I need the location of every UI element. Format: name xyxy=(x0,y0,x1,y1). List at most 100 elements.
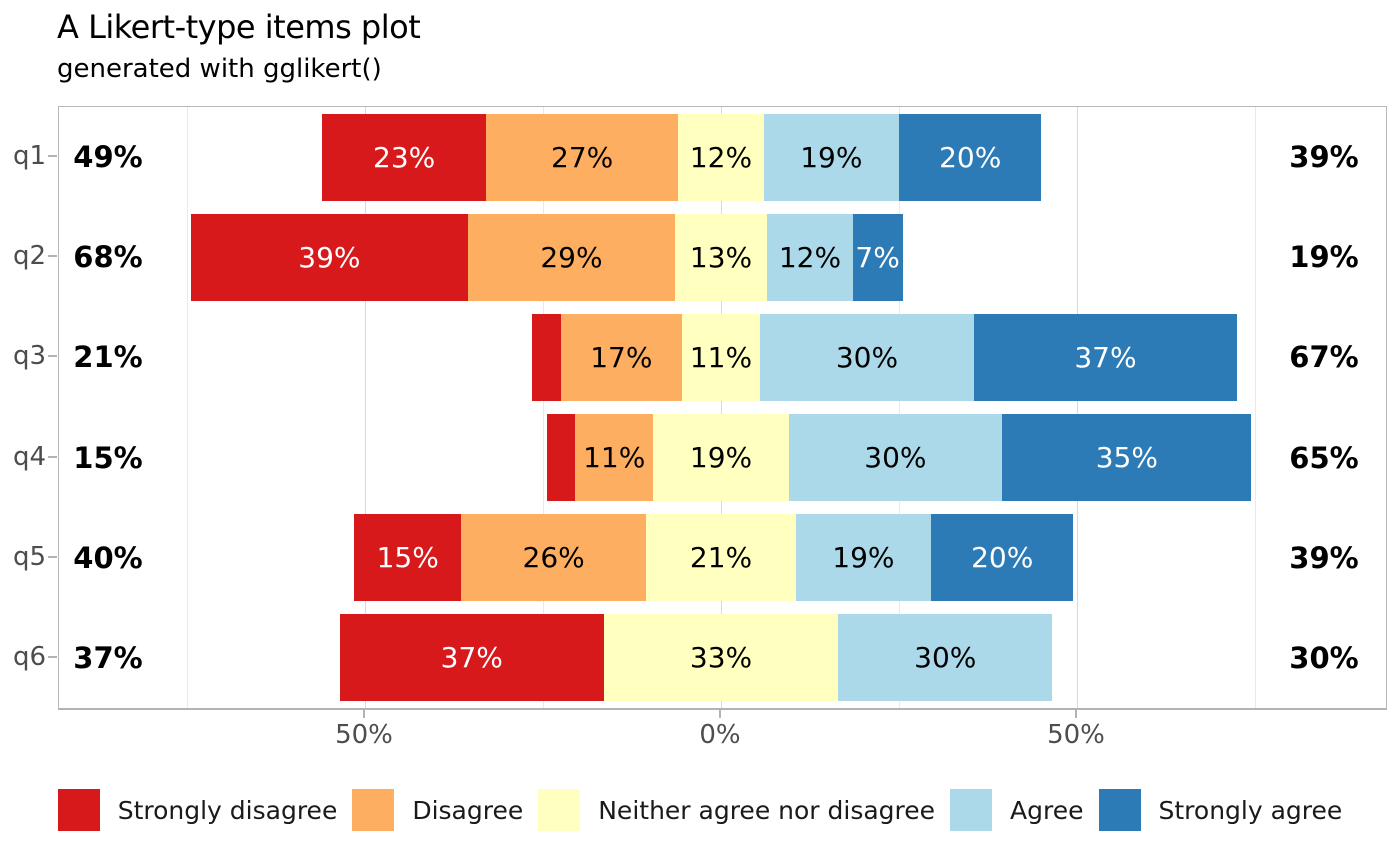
grid-minor-line xyxy=(187,107,188,708)
likert-row: 68% 19% 39% 29% 13% 12% 7% xyxy=(59,207,1386,307)
legend-key-swatch xyxy=(1098,789,1141,831)
bar-segment: 12% xyxy=(678,113,764,201)
grid-minor-line xyxy=(1255,107,1256,708)
bar-segment: 12% xyxy=(767,213,853,301)
bar-segment-label: 39% xyxy=(298,240,361,274)
bar-segment-label: 30% xyxy=(864,441,927,475)
bar-segment: 15% xyxy=(354,514,462,602)
grid-minor-line xyxy=(899,107,900,708)
bar-segment: 27% xyxy=(486,113,679,201)
x-axis-tick xyxy=(363,710,365,718)
bar-segment-label: 20% xyxy=(939,140,1002,174)
grid-major-line xyxy=(721,107,722,708)
left-total-label: 15% xyxy=(73,440,143,475)
bar-segment-label: 27% xyxy=(551,140,614,174)
legend-item-label: Strongly agree xyxy=(1158,795,1343,825)
bar-segment: 19% xyxy=(795,514,932,602)
bar-segment-label: 13% xyxy=(689,240,753,274)
bar-segment-label: 19% xyxy=(832,541,895,575)
legend-key-swatch xyxy=(352,789,395,831)
bar-segment: 11% xyxy=(681,313,761,401)
legend-item: Strongly disagree xyxy=(57,789,338,831)
bar-segment-label: 37% xyxy=(1074,340,1137,374)
y-axis-label: q1 xyxy=(12,141,46,172)
bar-segment: 26% xyxy=(461,514,647,602)
bar-segment-label: 17% xyxy=(590,340,653,374)
bar-segment-label: 20% xyxy=(971,541,1034,575)
likert-row: 49% 39% 23% 27% 12% 19% 20% xyxy=(59,107,1386,207)
y-axis-label: q4 xyxy=(12,441,46,472)
likert-row: 37% 30% 37% 33% 30% xyxy=(59,608,1386,708)
x-axis-tick xyxy=(719,710,721,718)
bar-segment: 37% xyxy=(340,614,604,702)
bar-segment-label: 19% xyxy=(689,441,753,475)
bar-segment: 29% xyxy=(468,213,675,301)
legend-item: Neither agree nor disagree xyxy=(538,789,935,831)
bar-segment: 7% xyxy=(852,213,903,301)
bar-segment-label: 7% xyxy=(855,240,900,274)
left-total-label: 37% xyxy=(73,640,143,675)
bar-segment: 17% xyxy=(560,313,682,401)
bar-segment: 30% xyxy=(760,313,974,401)
bar-segment-label: 12% xyxy=(689,140,753,174)
bar-segment: 21% xyxy=(646,514,796,602)
legend-key-swatch xyxy=(538,789,581,831)
grid-minor-line xyxy=(543,107,544,708)
right-total-label: 39% xyxy=(1289,140,1359,175)
y-axis-label: q5 xyxy=(12,541,46,572)
y-axis-tick xyxy=(48,255,57,258)
bar-segment-label: 11% xyxy=(689,340,753,374)
plot-title: A Likert-type items plot xyxy=(57,8,421,46)
y-axis-label: q6 xyxy=(12,641,46,672)
legend-item: Disagree xyxy=(352,789,523,831)
bar-segment-label: 19% xyxy=(800,140,863,174)
bar-segment: 19% xyxy=(763,113,899,201)
right-total-label: 65% xyxy=(1289,440,1359,475)
grid-major-line xyxy=(365,107,366,708)
bar-segment-label: 23% xyxy=(373,140,436,174)
bar-segment-label: 11% xyxy=(583,441,646,475)
bar-segment: 37% xyxy=(973,313,1238,401)
bar-segment: 30% xyxy=(838,614,1053,702)
right-total-label: 19% xyxy=(1289,240,1359,275)
bar-segment-label: 37% xyxy=(440,641,503,675)
left-total-label: 40% xyxy=(73,540,143,575)
x-axis-tick-label: 0% xyxy=(699,720,741,750)
x-axis: 50% 0% 50% xyxy=(58,710,1387,755)
bar-segment-label: 33% xyxy=(689,641,753,675)
likert-row: 40% 39% 15% 26% 21% 19% 20% xyxy=(59,508,1386,608)
bar-segment: 20% xyxy=(931,514,1074,602)
left-total-label: 49% xyxy=(73,140,143,175)
bar-segment: 19% xyxy=(653,414,789,502)
x-axis-tick-label: 50% xyxy=(335,720,393,750)
likert-row: 15% 65% 11% 19% 30% 35% xyxy=(59,408,1386,508)
bar-segment: 23% xyxy=(322,113,487,201)
bar-segment-label: 30% xyxy=(835,340,899,374)
bar-segment: 20% xyxy=(899,113,1042,201)
plot-subtitle: generated with gglikert() xyxy=(57,54,382,84)
right-total-label: 30% xyxy=(1289,640,1359,675)
legend-item: Agree xyxy=(950,789,1084,831)
y-axis-tick xyxy=(48,655,57,658)
bar-segment-label: 21% xyxy=(689,541,753,575)
left-total-label: 21% xyxy=(73,340,143,375)
legend-item-label: Strongly disagree xyxy=(117,795,338,825)
bar-segment: 33% xyxy=(603,614,839,702)
y-axis-label: q2 xyxy=(12,241,46,272)
y-axis: q1 q2 q3 q4 q5 q6 xyxy=(0,106,58,710)
x-axis-tick xyxy=(1075,710,1077,718)
right-total-label: 67% xyxy=(1289,340,1359,375)
bar-segment-label: 35% xyxy=(1095,441,1158,475)
likert-row: 21% 67% 17% 11% 30% 37% xyxy=(59,307,1386,407)
y-axis-tick xyxy=(48,455,57,458)
bar-segment: 11% xyxy=(575,414,654,502)
bar-segment-label: 26% xyxy=(522,541,585,575)
bar-segment: 30% xyxy=(788,414,1003,502)
y-axis-tick xyxy=(48,555,57,558)
bar-segment-label: 12% xyxy=(778,240,842,274)
bar-segment: 13% xyxy=(674,213,768,301)
bar-segment-label: 29% xyxy=(540,240,603,274)
x-axis-tick-label: 50% xyxy=(1047,720,1105,750)
left-total-label: 68% xyxy=(73,240,143,275)
grid-major-line xyxy=(1077,107,1078,708)
